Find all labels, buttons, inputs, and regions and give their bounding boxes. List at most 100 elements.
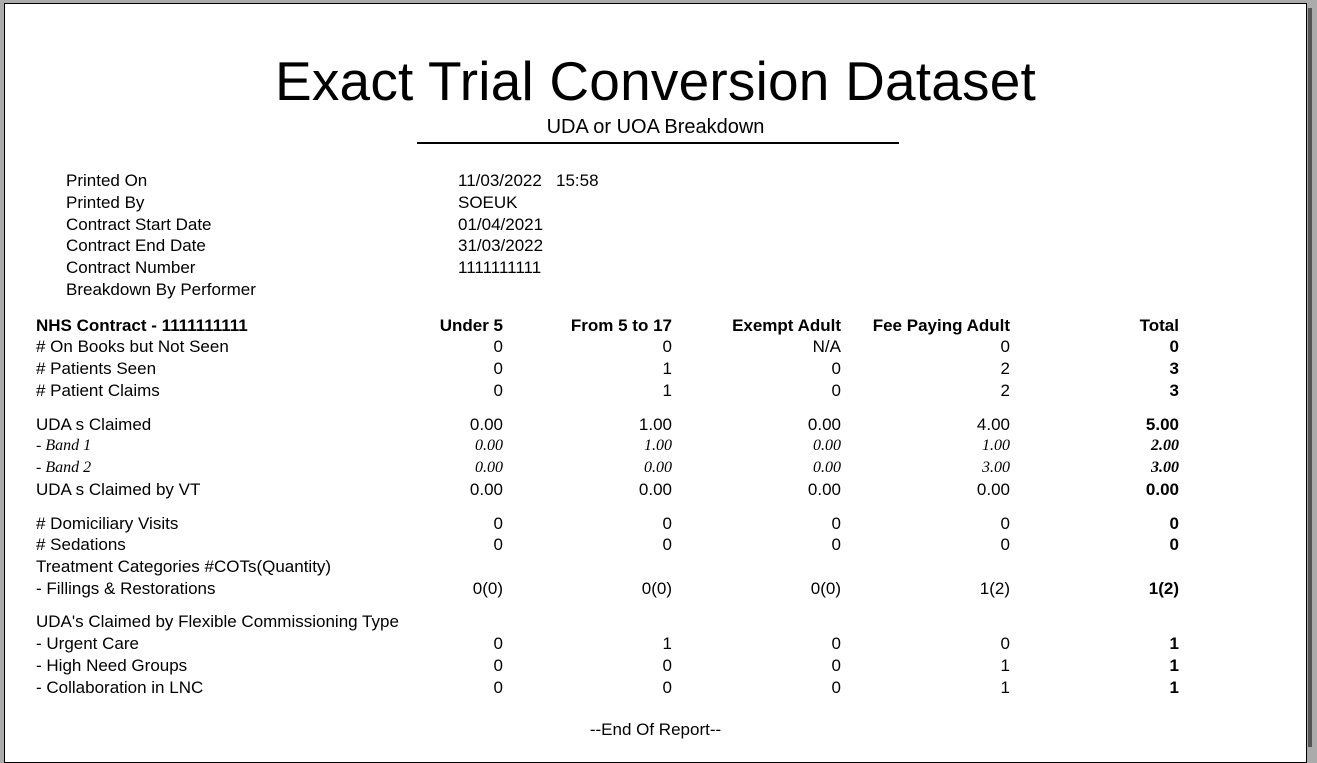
value-cell: 0.00: [638, 480, 672, 499]
column-header: Total: [1139, 316, 1179, 335]
value-cell: 1: [662, 381, 672, 400]
info-label: Contract Number: [66, 258, 196, 277]
column-header: Exempt Adult: [732, 316, 841, 335]
report-page: Exact Trial Conversion Dataset UDA or UO…: [4, 3, 1307, 763]
total-cell: 1(2): [1148, 579, 1179, 598]
value-cell: 0.00: [813, 459, 841, 476]
total-cell: 2.00: [1151, 437, 1179, 454]
total-cell: 5.00: [1145, 415, 1179, 434]
value-cell: 0.00: [475, 459, 503, 476]
value-cell: 1(2): [979, 579, 1010, 598]
value-cell: 0: [493, 381, 503, 400]
value-cell: 1: [1000, 656, 1010, 675]
value-cell: 0.00: [644, 459, 672, 476]
row-label: UDA's Claimed by Flexible Commissioning …: [36, 612, 399, 631]
row-label: UDA s Claimed by VT: [36, 480, 201, 499]
row-label: UDA s Claimed: [36, 415, 152, 434]
value-cell: 0: [662, 337, 672, 356]
row-label: - Collaboration in LNC: [36, 678, 204, 697]
value-cell: 0: [831, 535, 841, 554]
total-cell: 3.00: [1151, 459, 1179, 476]
row-label: # Patient Claims: [36, 381, 160, 400]
column-header: From 5 to 17: [570, 316, 672, 335]
value-cell: 0.00: [807, 415, 841, 434]
value-cell: 0: [493, 514, 503, 533]
value-cell: 1.00: [644, 437, 672, 454]
value-cell: 2: [1000, 381, 1010, 400]
value-cell: 0: [493, 535, 503, 554]
total-cell: 0: [1169, 535, 1179, 554]
value-cell: 1: [662, 359, 672, 378]
value-cell: 1.00: [982, 437, 1010, 454]
value-cell: 0: [831, 678, 841, 697]
row-label: # Sedations: [36, 535, 126, 554]
value-cell: 0: [831, 381, 841, 400]
row-label: # Domiciliary Visits: [36, 514, 179, 533]
value-cell: 0: [493, 656, 503, 675]
total-cell: 0: [1169, 514, 1179, 533]
value-cell: 0.00: [807, 480, 841, 499]
row-label: # Patients Seen: [36, 359, 157, 378]
info-value: 11/03/2022 15:58: [458, 171, 599, 190]
value-cell: 1.00: [638, 415, 672, 434]
total-cell: 1: [1169, 656, 1179, 675]
value-cell: 2: [1000, 359, 1010, 378]
value-cell: 0: [831, 634, 841, 653]
value-cell: 0: [662, 535, 672, 554]
value-cell: 0: [1000, 634, 1010, 653]
column-header: Fee Paying Adult: [872, 316, 1010, 335]
info-label: Printed On: [66, 171, 148, 190]
end-of-report: --End Of Report--: [589, 720, 722, 739]
row-label: - Band 2: [36, 459, 92, 476]
value-cell: 0.00: [976, 480, 1010, 499]
info-value: SOEUK: [458, 193, 518, 212]
column-header: Under 5: [439, 316, 503, 335]
value-cell: 0: [662, 678, 672, 697]
value-cell: 1: [662, 634, 672, 653]
info-value: 1111111111: [458, 258, 542, 277]
value-cell: 0.00: [813, 437, 841, 454]
value-cell: 0.00: [469, 480, 503, 499]
value-cell: 0: [831, 514, 841, 533]
page-shadow: [1308, 8, 1312, 747]
row-label: - Band 1: [36, 437, 92, 454]
contract-header: NHS Contract - 1111111111: [36, 316, 248, 335]
value-cell: 0: [493, 678, 503, 697]
value-cell: 0: [493, 337, 503, 356]
total-cell: 1: [1169, 634, 1179, 653]
info-label: Printed By: [66, 193, 145, 212]
value-cell: 0: [662, 514, 672, 533]
info-value: 01/04/2021: [458, 215, 544, 234]
value-cell: 0(0): [641, 579, 672, 598]
info-label: Contract Start Date: [66, 215, 212, 234]
report-title: Exact Trial Conversion Dataset: [274, 50, 1037, 112]
total-cell: 1: [1169, 678, 1179, 697]
info-value: 31/03/2022: [458, 236, 544, 255]
value-cell: 0(0): [472, 579, 503, 598]
row-label: # On Books but Not Seen: [36, 337, 229, 356]
total-cell: 3: [1169, 381, 1179, 400]
value-cell: 0(0): [810, 579, 841, 598]
value-cell: 3.00: [982, 459, 1010, 476]
value-cell: 0: [662, 656, 672, 675]
value-cell: 0: [1000, 514, 1010, 533]
value-cell: 0: [831, 359, 841, 378]
value-cell: 0.00: [475, 437, 503, 454]
total-cell: 3: [1169, 359, 1179, 378]
value-cell: 0: [493, 634, 503, 653]
value-cell: 0: [493, 359, 503, 378]
info-label: Contract End Date: [66, 236, 206, 255]
value-cell: 4.00: [976, 415, 1010, 434]
value-cell: 0: [1000, 337, 1010, 356]
row-label: Treatment Categories #COTs(Quantity): [36, 557, 332, 576]
title-underline: [417, 142, 899, 144]
total-cell: 0.00: [1145, 480, 1179, 499]
value-cell: 0: [1000, 535, 1010, 554]
total-cell: 0: [1169, 337, 1179, 356]
info-label: Breakdown By Performer: [66, 280, 256, 299]
value-cell: 0.00: [469, 415, 503, 434]
report-subtitle: UDA or UOA Breakdown: [546, 116, 765, 138]
value-cell: N/A: [812, 337, 841, 356]
row-label: - Fillings & Restorations: [36, 579, 216, 598]
value-cell: 0: [831, 656, 841, 675]
